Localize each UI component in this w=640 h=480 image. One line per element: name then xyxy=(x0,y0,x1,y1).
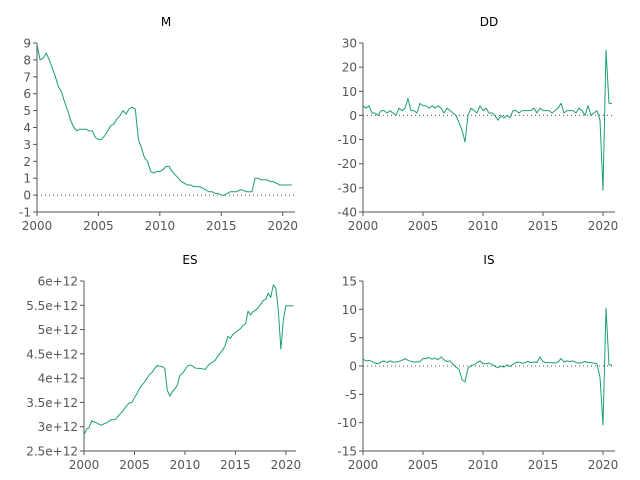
series-line-dd xyxy=(362,49,612,191)
x-tick-label: 2010 xyxy=(468,458,499,472)
y-tick-label: 8 xyxy=(23,53,31,67)
chart-panel-es: ES 2.5e+12 3e+12 3.5e+12 4e+12 4.5e+12 5e+12 5.… xyxy=(26,253,301,472)
chart-title-is: IS xyxy=(483,253,494,267)
y-tick-label: 4.5e+12 xyxy=(26,347,78,361)
y-tick-label: -15 xyxy=(337,445,357,459)
x-tick-label: 2020 xyxy=(588,458,619,472)
y-tick-label: 0 xyxy=(23,189,31,203)
chart-title-dd: DD xyxy=(480,15,498,29)
series-line-is xyxy=(362,307,612,426)
chart-title-es: ES xyxy=(182,253,197,267)
x-tick-label: 2000 xyxy=(69,458,100,472)
y-tick-label: 4 xyxy=(23,121,31,135)
x-tick-label: 2020 xyxy=(588,219,619,233)
y-tick-label: 5e+12 xyxy=(38,323,78,337)
y-tick-label: 3 xyxy=(23,138,31,152)
x-tick-label: 2020 xyxy=(267,219,298,233)
y-tick-label: -10 xyxy=(337,133,357,147)
y-tick-label: 1 xyxy=(23,172,31,186)
x-tick-label: 2005 xyxy=(408,219,439,233)
x-tick-label: 2010 xyxy=(170,458,201,472)
x-tick-label: 2005 xyxy=(83,219,114,233)
y-tick-label: 0 xyxy=(349,360,357,374)
y-tick-label: 2 xyxy=(23,155,31,169)
y-tick-label: 3.5e+12 xyxy=(26,396,78,410)
x-tick-label: 2005 xyxy=(119,458,150,472)
y-tick-label: 9 xyxy=(23,37,31,51)
y-tick-label: 5 xyxy=(23,104,31,118)
y-tick-label: 5 xyxy=(349,331,357,345)
x-tick-label: 2015 xyxy=(528,219,559,233)
y-tick-label: -1 xyxy=(19,206,31,220)
y-tick-label: 15 xyxy=(342,275,357,289)
chart-panel-dd: DD -40 -30 -20 -10 0 10 20 30 2000 2005 2010 2015 202… xyxy=(337,15,618,233)
chart-panel-is: IS -15 -10 -5 0 5 10 15 2000 2005 2010 2015 2020 xyxy=(337,253,618,472)
x-tick-label: 2000 xyxy=(348,219,379,233)
y-tick-label: 7 xyxy=(23,70,31,84)
y-tick-label: 6e+12 xyxy=(38,275,78,289)
y-tick-label: 6 xyxy=(23,87,31,101)
x-tick-label: 2000 xyxy=(22,219,53,233)
y-tick-label: 10 xyxy=(342,303,357,317)
y-tick-label: 3e+12 xyxy=(38,420,78,434)
y-tick-label: -10 xyxy=(337,416,357,430)
x-tick-label: 2005 xyxy=(408,458,439,472)
x-tick-label: 2015 xyxy=(220,458,251,472)
y-tick-label: 2.5e+12 xyxy=(26,445,78,459)
y-tick-label: -30 xyxy=(337,181,357,195)
y-tick-label: -40 xyxy=(337,206,357,220)
y-tick-label: 0 xyxy=(349,109,357,123)
series-line-m xyxy=(36,44,292,196)
x-tick-label: 2015 xyxy=(206,219,237,233)
y-tick-label: 30 xyxy=(342,37,357,51)
x-tick-label: 2020 xyxy=(271,458,302,472)
chart-title-m: M xyxy=(161,15,171,29)
y-tick-label: -20 xyxy=(337,157,357,171)
x-tick-label: 2010 xyxy=(468,219,499,233)
y-tick-label: 5.5e+12 xyxy=(26,299,78,313)
y-tick-label: -5 xyxy=(345,388,357,402)
series-line-es xyxy=(83,284,294,436)
chart-panel-m: M -1 0 1 2 3 4 5 6 7 8 9 2000 2005 2010 2015 2020 xyxy=(19,15,298,233)
x-tick-label: 2000 xyxy=(348,458,379,472)
y-tick-label: 10 xyxy=(342,85,357,99)
x-tick-label: 2010 xyxy=(145,219,176,233)
y-tick-label: 4e+12 xyxy=(38,372,78,386)
x-tick-label: 2015 xyxy=(528,458,559,472)
y-tick-label: 20 xyxy=(342,61,357,75)
